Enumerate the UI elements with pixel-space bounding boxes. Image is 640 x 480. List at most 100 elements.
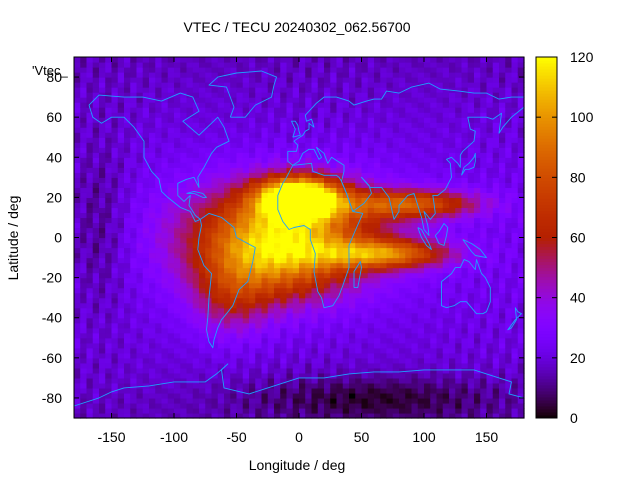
heatmap-cell [99, 262, 106, 269]
heatmap-cell [249, 157, 256, 163]
heatmap-cell [74, 412, 81, 419]
heatmap-cell [405, 147, 413, 153]
heatmap-cell [480, 407, 488, 414]
heatmap-cell [492, 392, 500, 399]
heatmap-cell [80, 102, 88, 108]
heatmap-cell [249, 377, 256, 384]
heatmap-cell [492, 217, 500, 224]
heatmap-cell [217, 77, 225, 83]
heatmap-cell [205, 72, 213, 78]
heatmap-cell [386, 292, 394, 299]
heatmap-cell [155, 207, 163, 214]
heatmap-cell [155, 87, 163, 93]
heatmap-cell [86, 102, 94, 108]
heatmap-cell [399, 157, 406, 163]
heatmap-cell [199, 342, 206, 349]
heatmap-cell [330, 322, 338, 329]
heatmap-cell [249, 167, 256, 173]
heatmap-cell [499, 322, 506, 329]
heatmap-cell [386, 377, 394, 384]
heatmap-cell [430, 352, 438, 359]
heatmap-cell [124, 347, 131, 354]
heatmap-cell [480, 227, 488, 234]
heatmap-cell [455, 182, 463, 188]
heatmap-cell [255, 322, 263, 329]
heatmap-cell [324, 232, 331, 239]
heatmap-cell [117, 397, 125, 404]
heatmap-cell [486, 242, 494, 249]
heatmap-cell [336, 232, 344, 239]
heatmap-cell [236, 262, 244, 269]
heatmap-cell [255, 62, 263, 68]
heatmap-cell [336, 297, 344, 304]
heatmap-cell [342, 117, 350, 123]
heatmap-cell [424, 147, 431, 153]
heatmap-cell [324, 372, 331, 379]
heatmap-cell [330, 222, 338, 229]
heatmap-cell [442, 407, 450, 414]
heatmap-cell [342, 87, 350, 93]
heatmap-cell [424, 387, 431, 394]
heatmap-cell [349, 227, 356, 234]
heatmap-cell [367, 177, 375, 183]
heatmap-cell [480, 332, 488, 339]
heatmap-cell [230, 252, 238, 259]
heatmap-cell [230, 162, 238, 168]
heatmap-cell [392, 387, 400, 394]
heatmap-cell [455, 367, 463, 374]
heatmap-cell [317, 377, 325, 384]
heatmap-cell [74, 262, 81, 269]
heatmap-cell [374, 247, 381, 254]
heatmap-cell [274, 292, 281, 299]
heatmap-cell [342, 277, 350, 284]
heatmap-cell [442, 112, 450, 118]
heatmap-cell [305, 222, 313, 229]
heatmap-cell [80, 192, 88, 198]
heatmap-cell [167, 77, 175, 83]
heatmap-cell [474, 57, 481, 63]
heatmap-cell [311, 282, 319, 289]
heatmap-cell [367, 107, 375, 113]
heatmap-cell [436, 332, 444, 339]
heatmap-cell [242, 142, 250, 148]
heatmap-cell [174, 127, 181, 133]
heatmap-cell [192, 407, 200, 414]
heatmap-cell [330, 262, 338, 269]
heatmap-cell [474, 397, 481, 404]
heatmap-cell [442, 97, 450, 103]
heatmap-cell [124, 122, 131, 128]
heatmap-cell [180, 317, 188, 324]
heatmap-cell [286, 207, 294, 214]
heatmap-cell [480, 62, 488, 68]
heatmap-cell [436, 92, 444, 98]
heatmap-cell [392, 397, 400, 404]
heatmap-cell [205, 262, 213, 269]
heatmap-cell [217, 347, 225, 354]
heatmap-cell [274, 407, 281, 414]
heatmap-cell [217, 202, 225, 209]
heatmap-cell [286, 282, 294, 289]
heatmap-cell [292, 337, 300, 344]
heatmap-cell [430, 112, 438, 118]
heatmap-cell [474, 207, 481, 214]
heatmap-cell [280, 262, 288, 269]
heatmap-cell [392, 137, 400, 143]
heatmap-cell [430, 132, 438, 138]
heatmap-cell [430, 252, 438, 259]
heatmap-cell [399, 297, 406, 304]
heatmap-cell [336, 92, 344, 98]
heatmap-cell [280, 162, 288, 168]
heatmap-cell [311, 247, 319, 254]
heatmap-cell [99, 352, 106, 359]
heatmap-cell [280, 72, 288, 78]
heatmap-cell [449, 372, 456, 379]
heatmap-cell [386, 122, 394, 128]
heatmap-cell [261, 357, 269, 364]
heatmap-cell [292, 332, 300, 339]
heatmap-cell [155, 67, 163, 73]
heatmap-cell [455, 157, 463, 163]
heatmap-cell [430, 107, 438, 113]
heatmap-cell [86, 152, 94, 158]
heatmap-cell [430, 147, 438, 153]
heatmap-cell [305, 332, 313, 339]
